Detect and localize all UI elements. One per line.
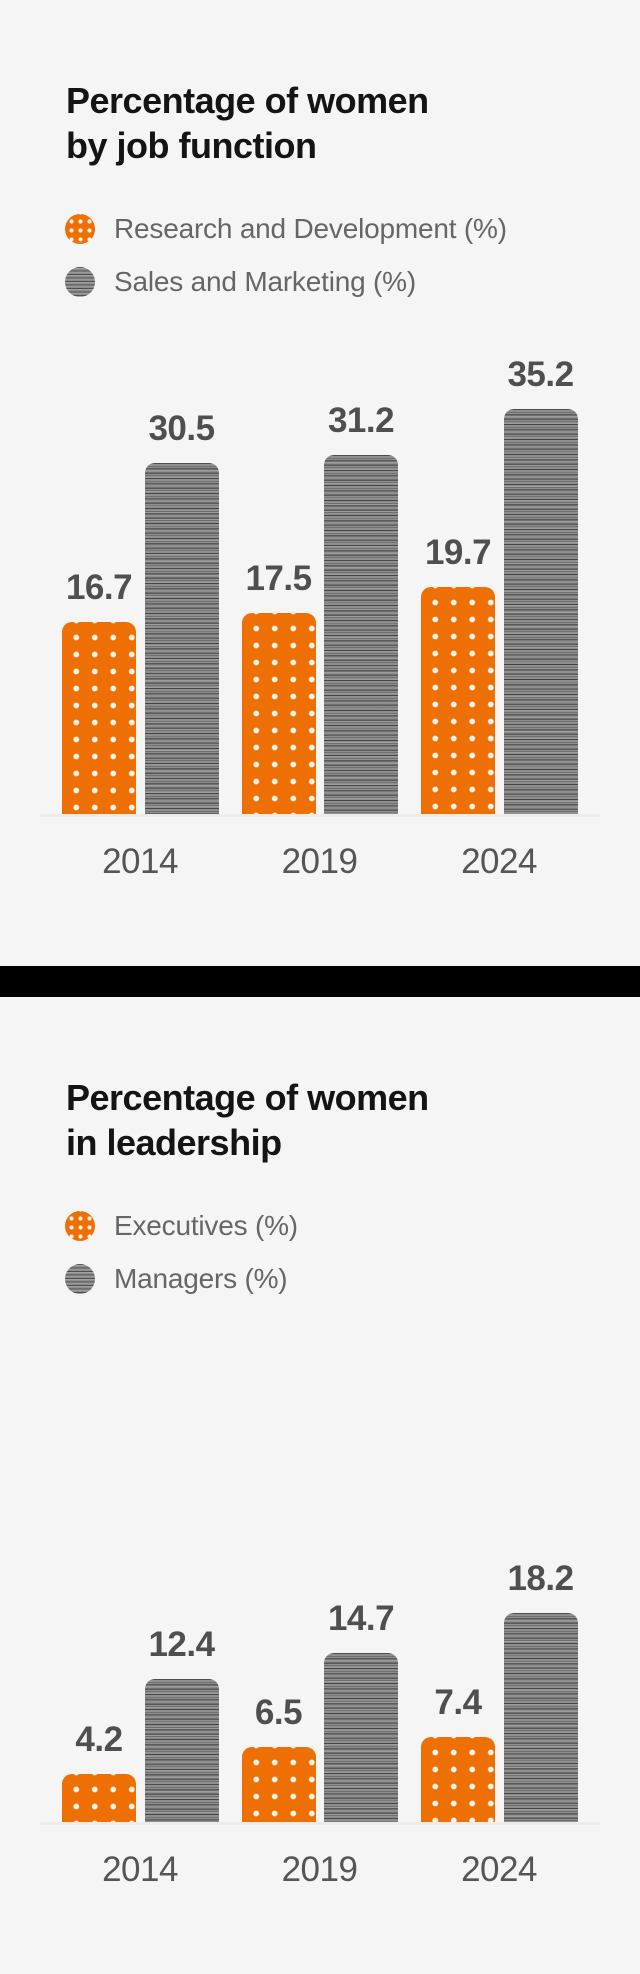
bar (62, 1774, 136, 1822)
value-label: 30.5 (148, 409, 215, 448)
gray-striped-swatch-icon (65, 1264, 95, 1294)
axis-baseline (40, 814, 600, 817)
legend-item: Research and Development (%) (65, 213, 507, 244)
chart-title-line-2: by job function (66, 125, 317, 166)
bar (421, 587, 495, 814)
axis-label: 2014 (102, 1850, 178, 1889)
chart-title-line-2: in leadership (66, 1122, 282, 1163)
axis-label: 2024 (461, 842, 537, 881)
legend-label: Research and Development (%) (114, 213, 507, 244)
bar (324, 1653, 398, 1822)
chart-section-job-function: Percentage of women by job function Rese… (0, 0, 640, 966)
legend-label: Sales and Marketing (%) (114, 266, 416, 297)
value-label: 14.7 (327, 1599, 395, 1638)
value-label: 18.2 (507, 1559, 574, 1598)
value-label: 6.5 (254, 1693, 303, 1732)
legend-label: Managers (%) (114, 1263, 288, 1294)
chart-title-line-1: Percentage of women (66, 80, 429, 121)
section-divider (0, 966, 640, 997)
chart-title: Percentage of women in leadership (66, 1075, 429, 1165)
bar (503, 1613, 578, 1822)
value-label: 35.2 (507, 355, 574, 394)
orange-dotted-swatch-icon (65, 214, 95, 244)
value-label: 4.2 (75, 1720, 123, 1759)
legend-item: Executives (%) (65, 1210, 298, 1241)
axis-label: 2019 (281, 1850, 358, 1889)
legend: Executives (%) Managers (%) (65, 1210, 298, 1317)
legend: Research and Development (%) Sales and M… (65, 213, 507, 320)
axis-baseline (40, 1822, 600, 1825)
bar (241, 613, 316, 814)
chart-title-line-1: Percentage of women (66, 1077, 429, 1118)
bar (144, 463, 219, 814)
bar (144, 1679, 219, 1822)
value-label: 12.4 (148, 1625, 215, 1664)
bar (421, 1737, 495, 1822)
legend-item: Sales and Marketing (%) (65, 266, 507, 297)
orange-dotted-swatch-icon (65, 1211, 95, 1241)
legend-label: Executives (%) (114, 1210, 298, 1241)
axis-label: 2024 (461, 1850, 537, 1889)
axis-label: 2019 (281, 842, 358, 881)
value-label: 17.5 (245, 559, 312, 598)
value-label: 7.4 (434, 1683, 482, 1722)
bar (324, 455, 398, 814)
chart-section-leadership: Percentage of women in leadership Execut… (0, 997, 640, 1974)
value-label: 19.7 (424, 533, 492, 572)
axis-label: 2014 (102, 842, 178, 881)
chart-title: Percentage of women by job function (66, 78, 429, 168)
legend-item: Managers (%) (65, 1263, 298, 1294)
bar (503, 409, 578, 814)
bar (62, 622, 136, 814)
bar (241, 1747, 316, 1822)
value-label: 31.2 (327, 401, 395, 440)
gray-striped-swatch-icon (65, 267, 95, 297)
value-label: 16.7 (65, 568, 133, 607)
